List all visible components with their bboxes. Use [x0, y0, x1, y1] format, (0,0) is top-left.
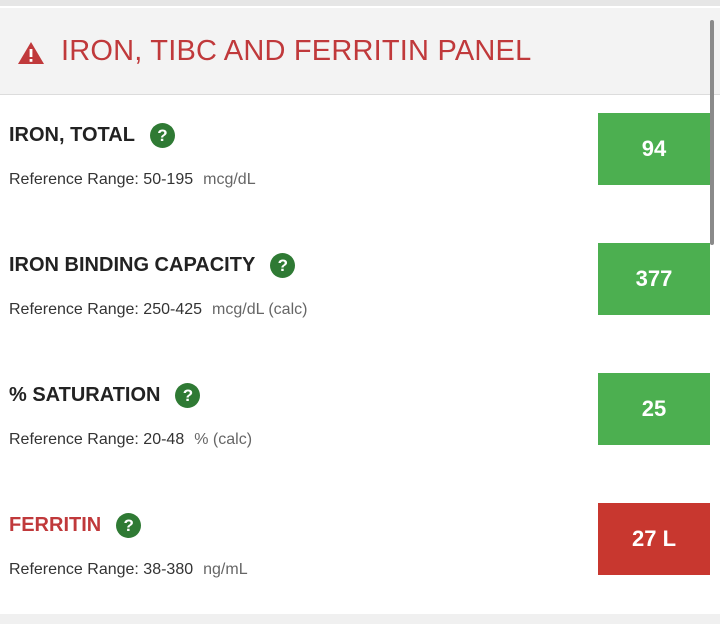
result-name: FERRITIN — [9, 514, 102, 536]
result-value[interactable]: 25 — [598, 373, 710, 445]
result-row-ferritin: FERRITIN? Reference Range: 38-380 ng/mL 2… — [0, 503, 720, 633]
help-icon[interactable]: ? — [149, 123, 175, 148]
help-icon[interactable]: ? — [270, 253, 296, 278]
warning-icon — [18, 42, 44, 64]
result-name: IRON, TOTAL — [9, 124, 135, 146]
result-name: % SATURATION — [9, 384, 161, 406]
result-value[interactable]: 94 — [598, 113, 710, 185]
panel-title: IRON, TIBC AND FERRITIN PANEL — [61, 34, 532, 67]
help-icon[interactable]: ? — [116, 513, 142, 538]
result-row-saturation: % SATURATION? Reference Range: 20-48 % (c… — [0, 373, 720, 503]
result-value-low[interactable]: 27 L — [598, 503, 710, 575]
unit: mcg/dL — [203, 171, 256, 188]
unit: mcg/dL (calc) — [212, 301, 308, 318]
result-row-iron-total: IRON, TOTAL? Reference Range: 50-195 mcg/… — [0, 113, 720, 243]
help-icon[interactable]: ? — [175, 383, 201, 408]
result-value[interactable]: 377 — [598, 243, 710, 315]
top-strip — [0, 0, 720, 6]
reference-range: Reference Range: 250-425 — [9, 301, 203, 318]
reference-range: Reference Range: 38-380 — [9, 561, 194, 578]
result-row-iron-binding-capacity: IRON BINDING CAPACITY? Reference Range: … — [0, 243, 720, 373]
unit: ng/mL — [203, 561, 248, 578]
panel-header[interactable]: IRON, TIBC AND FERRITIN PANEL — [0, 8, 720, 95]
reference-range: Reference Range: 50-195 — [9, 171, 194, 188]
scrollbar[interactable] — [710, 20, 714, 245]
unit: % (calc) — [194, 431, 253, 448]
reference-range: Reference Range: 20-48 — [9, 431, 185, 448]
bottom-strip — [0, 614, 720, 624]
result-name: IRON BINDING CAPACITY — [9, 254, 256, 276]
